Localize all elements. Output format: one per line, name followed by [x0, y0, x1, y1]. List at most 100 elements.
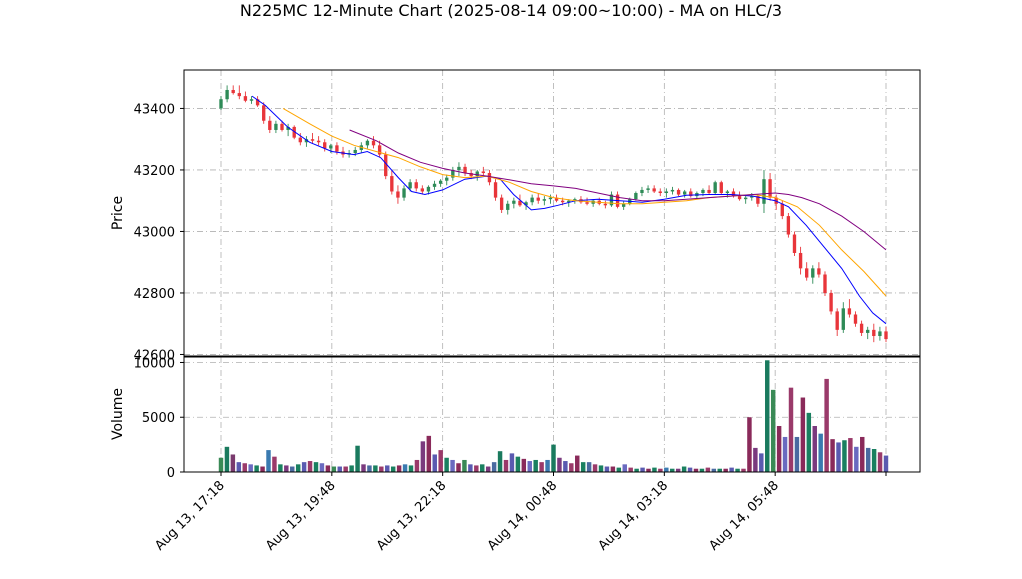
candle-body [567, 200, 571, 203]
candle-body [573, 199, 577, 201]
candle-body [731, 191, 736, 197]
volume-bar [717, 468, 722, 472]
volume-bar [551, 444, 556, 472]
x-tick-label: Aug 13, 22:18 [374, 478, 450, 554]
candle-body [475, 171, 479, 177]
candle-body [518, 200, 522, 206]
candle-body [756, 196, 760, 204]
volume-bar [569, 463, 574, 472]
volume-bar [230, 454, 236, 472]
candle-body [762, 179, 766, 204]
volume-bar [343, 466, 348, 472]
candle-body [304, 139, 309, 143]
candle-body [786, 216, 791, 235]
volume-bar [361, 464, 366, 472]
candle-body [750, 196, 754, 198]
volume-bar [788, 387, 794, 472]
volume-bar [818, 433, 823, 472]
volume-bar [622, 464, 627, 472]
volume-bar [592, 464, 598, 472]
volume-y-ticks: 0 5000 10000 [134, 356, 184, 481]
volume-bar [408, 465, 414, 472]
volume-bar [450, 459, 455, 472]
candle-body [487, 173, 492, 183]
candle-body [274, 123, 278, 130]
volume-bar [414, 459, 420, 472]
volume-bar [670, 468, 675, 472]
candle-body [768, 179, 772, 198]
volume-bar [586, 462, 592, 472]
volume-bar [664, 467, 669, 472]
candle-body [835, 311, 839, 330]
volume-bar [877, 452, 883, 472]
candle-body [298, 137, 302, 143]
volume-bar [675, 468, 681, 472]
candle-body [548, 197, 553, 200]
moving-average-lines [251, 95, 887, 325]
volume-bar [871, 449, 877, 472]
volume-bar [432, 454, 437, 472]
volume-bar [373, 465, 378, 472]
candle-body [353, 149, 357, 154]
volume-bar [735, 468, 740, 472]
candle-body [847, 308, 852, 315]
volume-bar [367, 465, 372, 472]
price-y-tick-label: 43400 [134, 102, 175, 117]
volume-bar [396, 465, 402, 472]
candle-body [457, 166, 461, 170]
volume-bar [575, 455, 580, 472]
volume-bar [480, 464, 485, 472]
volume-bar [284, 465, 289, 472]
volume-bar [729, 467, 734, 472]
candle-body [377, 145, 382, 155]
price-y-ticks: 42600 42800 43000 43200 43400 [134, 102, 184, 363]
candle-body [219, 99, 223, 109]
volume-y-tick-label: 5000 [142, 411, 175, 426]
candle-body [725, 191, 730, 194]
volume-bar [634, 468, 639, 472]
volume-bar [307, 461, 313, 472]
volume-bar [521, 458, 527, 472]
candle-body [506, 203, 510, 210]
candle-body [878, 331, 882, 337]
volume-bar [640, 467, 645, 472]
candle-body [859, 323, 864, 333]
volume-bars-layer [218, 360, 889, 472]
x-tick-label: Aug 13, 17:18 [152, 478, 228, 554]
volume-bar [290, 466, 295, 472]
volume-bar [699, 468, 705, 472]
x-tick-label: Aug 14, 00:48 [485, 478, 561, 554]
volume-bar [313, 462, 319, 472]
volume-bar [765, 360, 770, 472]
candle-body [621, 203, 626, 207]
volume-bar [806, 412, 812, 472]
volume-bar [533, 459, 538, 472]
moving-average-line [251, 95, 887, 325]
candle-body [292, 126, 296, 138]
candle-body [310, 139, 315, 141]
candle-body [249, 99, 254, 101]
volume-bar [266, 450, 271, 472]
volume-bar [218, 457, 224, 472]
candle-body [798, 252, 803, 269]
candle-body [682, 191, 687, 195]
candle-body [872, 329, 876, 337]
candle-body [499, 197, 504, 210]
volume-bar [474, 465, 479, 472]
candle-body [530, 197, 534, 203]
candle-body [866, 329, 870, 333]
x-tick-label: Aug 13, 19:48 [263, 478, 339, 554]
volume-bar [456, 463, 461, 472]
volume-bar [385, 465, 390, 472]
candle-body [402, 188, 406, 198]
volume-bar [598, 465, 604, 472]
volume-bar [800, 397, 806, 472]
volume-bar [770, 389, 776, 472]
candle-body [884, 331, 888, 340]
candle-body [408, 182, 412, 189]
volume-bar [616, 467, 622, 472]
candle-body [426, 186, 431, 192]
volume-bar [390, 466, 396, 472]
volume-bar [741, 468, 746, 472]
volume-bar [824, 378, 829, 472]
